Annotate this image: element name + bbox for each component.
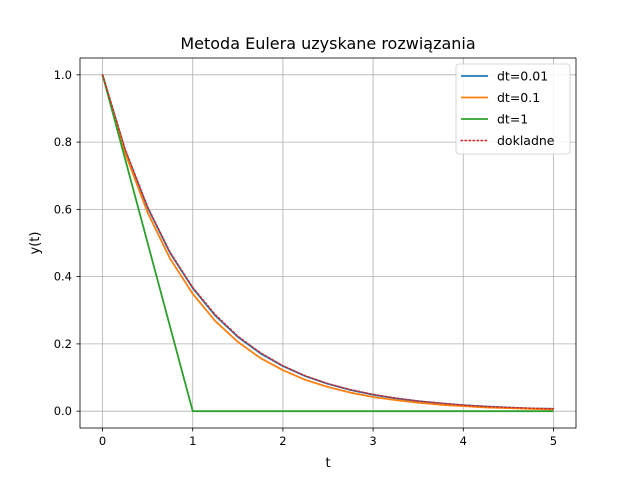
y-tick-label: 0.2 xyxy=(54,337,72,351)
y-tick-label: 1.0 xyxy=(54,68,72,82)
legend-label-2: dt=1 xyxy=(497,112,528,127)
legend-box xyxy=(455,63,571,155)
x-tick-label: 3 xyxy=(369,434,376,448)
y-tick-label: 0.6 xyxy=(54,202,72,216)
x-tick-label: 0 xyxy=(99,434,106,448)
x-axis-label: t xyxy=(325,456,330,471)
series-layer xyxy=(101,74,555,413)
x-tick-label: 4 xyxy=(460,434,467,448)
chart-title: Metoda Eulera uzyskane rozwiązania xyxy=(180,34,475,53)
legend: dt=0.01 dt=0.1 dt=1 dokladne xyxy=(455,63,571,155)
legend-label-0: dt=0.01 xyxy=(497,69,548,84)
legend-label-1: dt=0.1 xyxy=(497,90,540,105)
series-line-2 xyxy=(101,74,554,413)
x-tick-label: 2 xyxy=(279,434,286,448)
legend-label-3: dokladne xyxy=(497,133,555,148)
y-axis-label: y(t) xyxy=(28,232,43,255)
series-line-1 xyxy=(101,74,554,411)
y-tick-label: 0.4 xyxy=(54,270,72,284)
x-tick-label: 1 xyxy=(189,434,196,448)
ticks: 0 1 2 3 4 5 0.0 0.2 0.4 0.6 0.8 1.0 xyxy=(54,68,557,448)
x-tick-label: 5 xyxy=(550,434,557,448)
axes-frame xyxy=(79,57,577,429)
series-line-3 xyxy=(101,74,555,410)
y-tick-label: 0.8 xyxy=(54,135,72,149)
y-tick-label: 0.0 xyxy=(54,404,72,418)
